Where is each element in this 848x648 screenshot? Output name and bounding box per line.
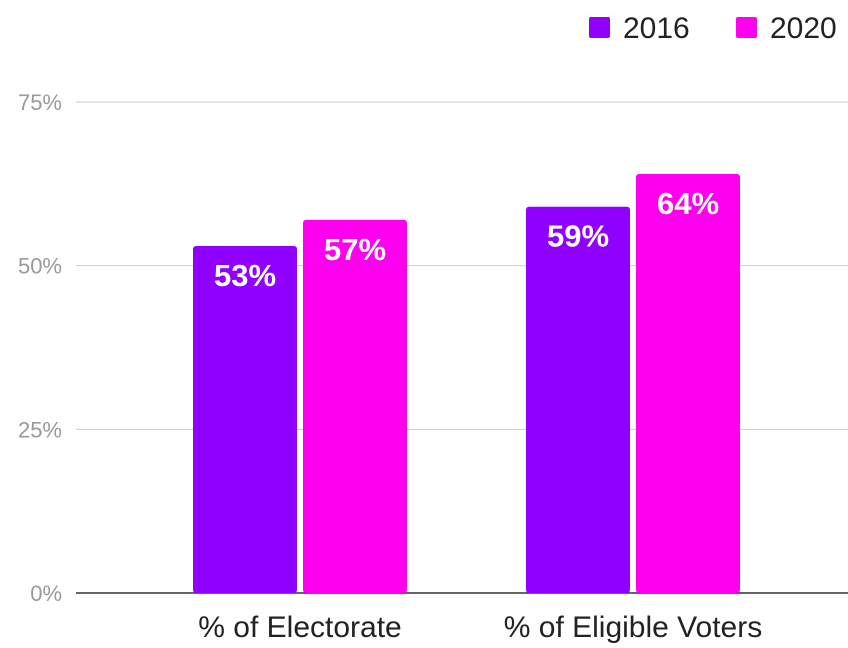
y-tick-label: 0% — [30, 581, 62, 606]
x-category-label: % of Eligible Voters — [504, 611, 762, 643]
x-axis-categories: % of Electorate % of Eligible Voters — [198, 611, 762, 644]
bars — [193, 174, 740, 593]
legend-swatch-2020 — [736, 17, 757, 38]
bar-2020-1 — [636, 174, 740, 593]
legend: 2016 2020 — [589, 12, 837, 45]
y-tick-label: 25% — [18, 417, 62, 442]
y-tick-label: 75% — [18, 90, 62, 115]
bar-data-label: 57% — [324, 232, 386, 267]
bar-data-label: 53% — [214, 258, 276, 293]
bar-data-label: 64% — [657, 186, 719, 221]
y-tick-label: 50% — [18, 254, 62, 279]
legend-label: 2016 — [623, 12, 690, 45]
legend-label: 2020 — [770, 12, 837, 45]
data-labels: 53% 57% 59% 64% — [214, 186, 719, 293]
x-category-label: % of Electorate — [198, 611, 401, 643]
bar-2016-0 — [193, 246, 297, 593]
legend-swatch-2016 — [589, 17, 610, 38]
y-axis-ticks: 0% 25% 50% 75% — [18, 90, 62, 606]
bar-data-label: 59% — [547, 219, 609, 254]
bar-2016-1 — [526, 206, 630, 593]
bar-2020-0 — [303, 219, 407, 593]
